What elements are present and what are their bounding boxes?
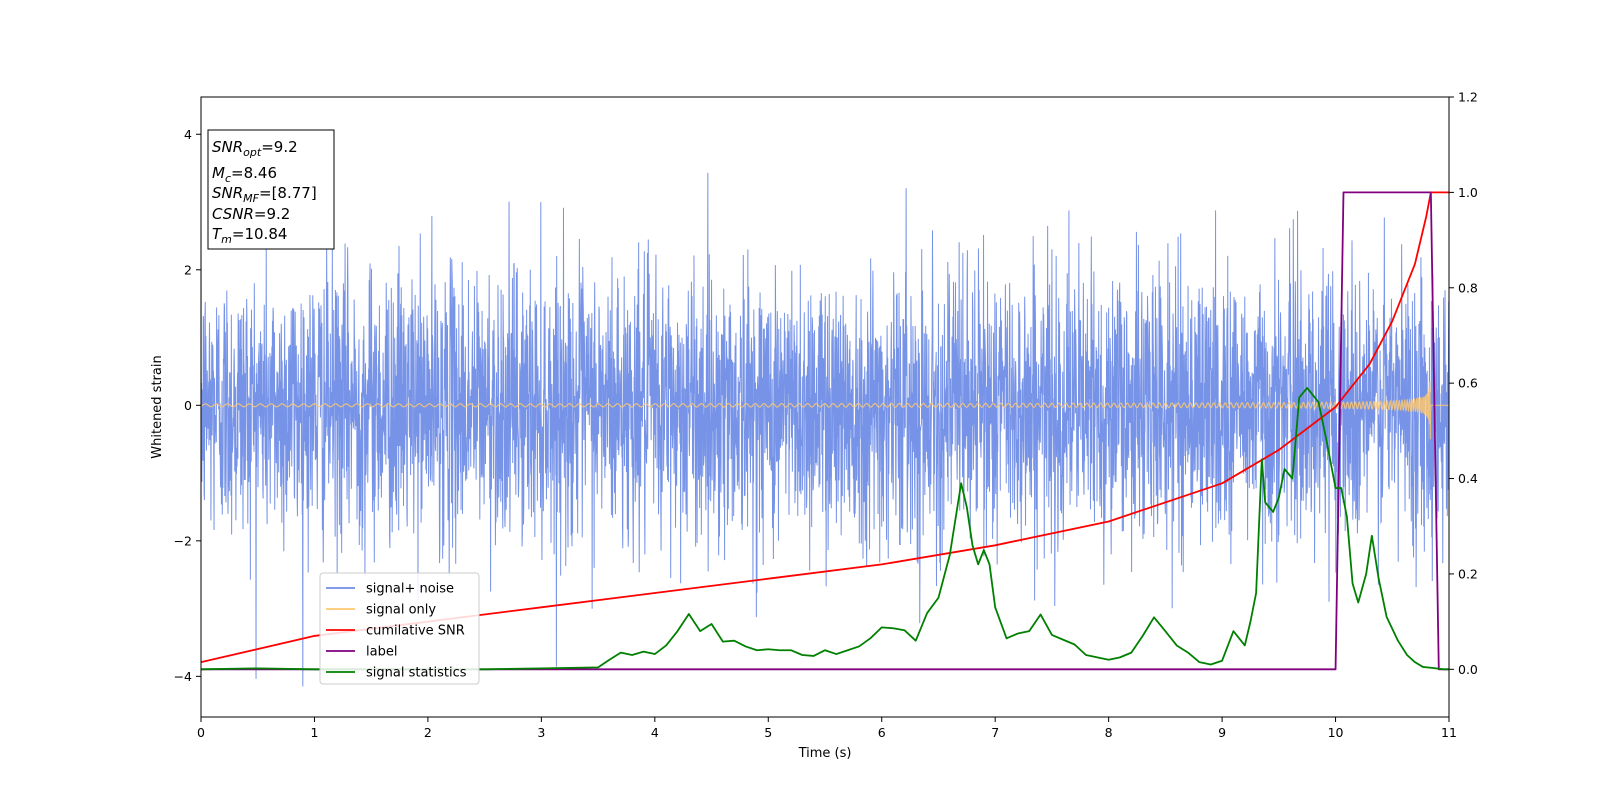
signal-only-line <box>201 381 1449 440</box>
x-axis: 0 1 2 3 4 5 6 7 8 9 10 11 <box>197 717 1457 740</box>
y-right-tick-label: 0.6 <box>1458 376 1478 391</box>
y-axis-right: 1.2 1.0 0.8 0.6 0.4 0.2 0.0 <box>1449 90 1478 677</box>
y-right-tick-label: 0.4 <box>1458 471 1478 486</box>
x-tick-label: 7 <box>991 725 999 740</box>
x-tick-label: 4 <box>651 725 659 740</box>
y-right-tick-label: 1.2 <box>1458 90 1478 105</box>
y-right-tick-label: 0.8 <box>1458 280 1478 295</box>
cumilative-snr-line <box>201 191 1449 664</box>
x-tick-label: 11 <box>1441 725 1457 740</box>
annotation-snr-opt: SNRopt=9.2 <box>212 138 298 159</box>
annotation-mc: Mc=8.46 <box>212 164 277 185</box>
y-left-tick-label: −2 <box>174 533 192 548</box>
annotation-frame <box>207 129 335 250</box>
y-right-tick-label: 0.2 <box>1458 566 1478 581</box>
x-tick-label: 0 <box>197 725 205 740</box>
plot-frame <box>200 96 1450 718</box>
signal-statistics-line <box>201 387 1449 671</box>
y-left-tick-label: 4 <box>184 127 192 142</box>
x-axis-label: Time (s) <box>798 746 852 761</box>
legend-label: label <box>366 645 397 660</box>
y-left-tick-label: 0 <box>184 398 192 413</box>
stats-annotation-box: SNRopt=9.2 Mc=8.46 SNRMF=[8.77] CSNR=9.2… <box>207 129 335 250</box>
x-tick-label: 10 <box>1328 725 1344 740</box>
legend: signal+ noise signal only cumilative SNR la… <box>319 572 480 685</box>
y-axis-left: 4 2 0 −2 −4 <box>174 127 201 684</box>
x-tick-label: 8 <box>1105 725 1113 740</box>
annotation-csnr: CSNR=9.2 <box>212 205 290 223</box>
x-tick-label: 2 <box>424 725 432 740</box>
x-tick-label: 5 <box>764 725 772 740</box>
y-right-tick-label: 0.0 <box>1458 662 1478 677</box>
x-tick-label: 1 <box>310 725 318 740</box>
plot-area <box>201 172 1449 687</box>
legend-label: signal statistics <box>366 666 467 681</box>
legend-label: signal only <box>366 603 436 618</box>
legend-frame <box>319 572 480 685</box>
y-left-tick-label: −4 <box>174 669 192 684</box>
legend-label: cumilative SNR <box>366 624 465 639</box>
x-tick-label: 9 <box>1218 725 1226 740</box>
x-tick-label: 6 <box>878 725 886 740</box>
right-axis-series <box>201 191 1449 671</box>
x-tick-label: 3 <box>537 725 545 740</box>
y-axis-label: Whitened strain <box>150 355 165 458</box>
y-left-tick-label: 2 <box>184 262 192 277</box>
signal-only-series <box>201 381 1449 440</box>
y-right-tick-label: 1.0 <box>1458 185 1478 200</box>
legend-label: signal+ noise <box>366 582 454 597</box>
annotation-tm: Tm=10.84 <box>212 225 287 246</box>
annotation-snr-mf: SNRMF=[8.77] <box>212 184 317 205</box>
